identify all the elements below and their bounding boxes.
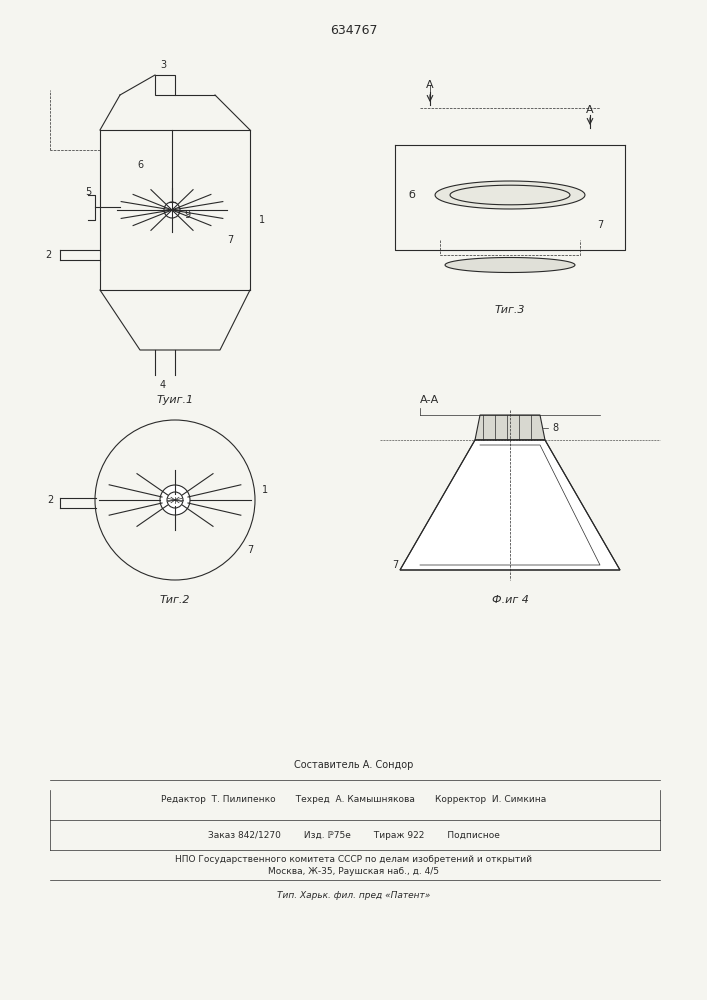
Text: A: A xyxy=(426,80,434,90)
Text: 4: 4 xyxy=(160,380,166,390)
Text: Тип. Харьк. фил. пред «Патент»: Тип. Харьк. фил. пред «Патент» xyxy=(277,890,431,900)
Text: 1: 1 xyxy=(259,215,265,225)
Polygon shape xyxy=(475,415,545,440)
Text: 9: 9 xyxy=(184,210,190,220)
Text: Заказ 842/1270        Изд. ℙ75е        Тираж 922        Подписное: Заказ 842/1270 Изд. ℙ75е Тираж 922 Подпи… xyxy=(208,830,500,840)
Text: 7: 7 xyxy=(247,545,253,555)
Text: Τиг.3: Τиг.3 xyxy=(495,305,525,315)
Text: 2: 2 xyxy=(45,250,51,260)
Text: Москва, Ж-35, Раушская наб., д. 4/5: Москва, Ж-35, Раушская наб., д. 4/5 xyxy=(269,867,440,876)
Text: Τиг.2: Τиг.2 xyxy=(160,595,190,605)
Text: 7: 7 xyxy=(392,560,398,570)
Text: 2: 2 xyxy=(47,495,53,505)
Text: A: A xyxy=(586,105,594,115)
Text: 6: 6 xyxy=(137,160,143,170)
Text: 7: 7 xyxy=(227,235,233,245)
Text: 8: 8 xyxy=(552,423,558,433)
Text: 3: 3 xyxy=(160,60,166,70)
Text: Редактор  Т. Пилипенко       Техред  А. Камышнякова       Корректор  И. Симкина: Редактор Т. Пилипенко Техред А. Камышняк… xyxy=(161,796,547,804)
Circle shape xyxy=(160,485,190,515)
Text: |: | xyxy=(428,86,431,95)
Polygon shape xyxy=(400,440,620,570)
Text: б: б xyxy=(409,190,416,200)
Text: Ф.иг 4: Ф.иг 4 xyxy=(491,595,528,605)
Text: 1: 1 xyxy=(262,485,268,495)
Polygon shape xyxy=(435,181,585,209)
Text: Τуиг.1: Τуиг.1 xyxy=(156,395,194,405)
Text: 5: 5 xyxy=(85,187,91,197)
Text: НПО Государственного комитета СССР по делам изобретений и открытий: НПО Государственного комитета СССР по де… xyxy=(175,856,532,864)
Text: 7: 7 xyxy=(597,220,603,230)
Text: 634767: 634767 xyxy=(330,23,378,36)
Text: Составитель А. Сондор: Составитель А. Сондор xyxy=(294,760,414,770)
Text: А-А: А-А xyxy=(421,395,440,405)
Polygon shape xyxy=(445,258,575,272)
Circle shape xyxy=(164,202,180,218)
